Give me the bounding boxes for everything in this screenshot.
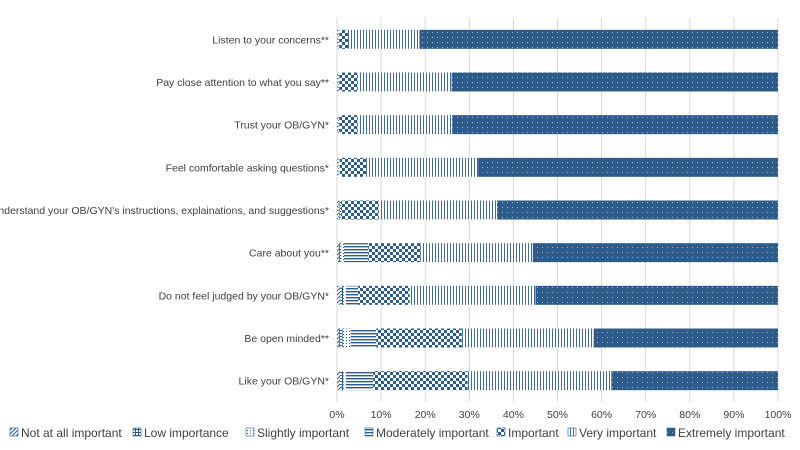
bar-segment	[337, 29, 338, 49]
bar-segment	[357, 115, 453, 135]
legend-swatch	[245, 427, 255, 437]
legend-label: Low importance	[144, 426, 229, 440]
legend-swatch	[364, 427, 374, 437]
bar-segment	[535, 285, 778, 305]
x-tick-label: 20%	[415, 409, 436, 421]
category-label: Care about you**	[249, 248, 329, 260]
bar-segment	[340, 285, 344, 305]
bar-segment	[339, 115, 358, 135]
bar-segment	[337, 115, 339, 135]
bar-segment	[337, 328, 340, 348]
legend-swatch	[132, 427, 142, 437]
category-label: Understand your OB/GYN's instructions, e…	[0, 205, 329, 217]
legend-swatch	[567, 427, 577, 437]
bar-segment	[478, 157, 778, 177]
legend-label: Not at all important	[21, 426, 122, 440]
bar-segment	[337, 115, 338, 135]
category-label: Like your OB/GYN*	[239, 376, 329, 388]
x-tick-label: 80%	[679, 409, 700, 421]
bar-segment	[345, 285, 359, 305]
bar-segment	[337, 285, 341, 305]
bar-segment	[366, 157, 479, 177]
category-label: Listen to your concerns**	[212, 34, 329, 46]
bar-segment	[611, 371, 778, 391]
category-label: Trust your OB/GYN*	[234, 120, 329, 132]
x-axis-ticks: 0% 10% 20% 30% 40% 50% 60% 70% 80% 90% 100%	[329, 409, 791, 421]
x-tick-label: 0%	[329, 409, 344, 421]
bar-segment	[451, 72, 778, 92]
bar-segment	[339, 72, 358, 92]
bar-segment	[452, 115, 778, 135]
bar-segment	[340, 371, 344, 391]
bar-segment	[338, 157, 340, 177]
bar-segment	[339, 200, 341, 220]
legend-label: Moderately important	[376, 426, 489, 440]
bar-segment	[350, 328, 377, 348]
legend-swatch	[666, 427, 676, 437]
x-tick-label: 40%	[503, 409, 524, 421]
legend-label: Slightly important	[257, 426, 350, 440]
bar-segment	[339, 157, 367, 177]
x-tick-label: 50%	[547, 409, 568, 421]
bar-segment	[337, 29, 339, 49]
bar-segment	[348, 29, 420, 49]
bar-segment	[343, 285, 346, 305]
x-tick-label: 90%	[723, 409, 744, 421]
bar-segment	[593, 328, 778, 348]
bar-segment	[461, 328, 594, 348]
bar-segment	[339, 243, 342, 263]
bar-segment	[337, 157, 339, 177]
x-tick-label: 100%	[765, 409, 792, 421]
x-tick-label: 10%	[371, 409, 392, 421]
bar-segment	[409, 285, 536, 305]
legend-label: Extremely important	[678, 426, 785, 440]
bar-segment	[532, 243, 778, 263]
bar-segment	[340, 200, 379, 220]
x-tick-label: 30%	[459, 409, 480, 421]
bar-segment	[339, 328, 343, 348]
bar-segment	[376, 328, 462, 348]
category-label: Do not feel judged by your OB/GYN*	[159, 290, 329, 302]
bar-segment	[344, 243, 369, 263]
bar-segment	[339, 29, 349, 49]
bar-segment	[357, 72, 452, 92]
bar-segment	[337, 72, 339, 92]
bar-segment	[337, 72, 338, 92]
category-label: Be open minded**	[244, 333, 329, 345]
category-label: Pay close attention to what you say**	[156, 77, 329, 89]
bar-segment	[345, 371, 374, 391]
bar-segment	[343, 371, 346, 391]
bar-segment	[341, 243, 345, 263]
category-label: Feel comfortable asking questions*	[166, 162, 329, 174]
x-tick-label: 60%	[591, 409, 612, 421]
bar-segment	[419, 29, 778, 49]
bar-segment	[373, 371, 468, 391]
bar-segment	[358, 285, 410, 305]
bar-segment	[342, 328, 351, 348]
legend-swatch	[496, 427, 506, 437]
legend-swatch	[9, 427, 19, 437]
bar-segment	[368, 243, 421, 263]
bar-segment	[338, 200, 340, 220]
bar-segment	[337, 371, 341, 391]
legend-label: Important	[508, 426, 559, 440]
category-labels: Listen to your concerns** Pay close atten…	[0, 34, 329, 387]
bar-segment	[378, 200, 498, 220]
bar-segment	[337, 200, 339, 220]
bar-segment	[497, 200, 778, 220]
bar-segment	[337, 243, 340, 263]
bar-segment	[420, 243, 533, 263]
legend-label: Very important	[579, 426, 657, 440]
bar-segment	[337, 157, 338, 177]
legend: Not at all important Low importance Slight…	[9, 426, 785, 440]
bar-segment	[467, 371, 612, 391]
x-tick-label: 70%	[635, 409, 656, 421]
bars	[337, 29, 778, 391]
